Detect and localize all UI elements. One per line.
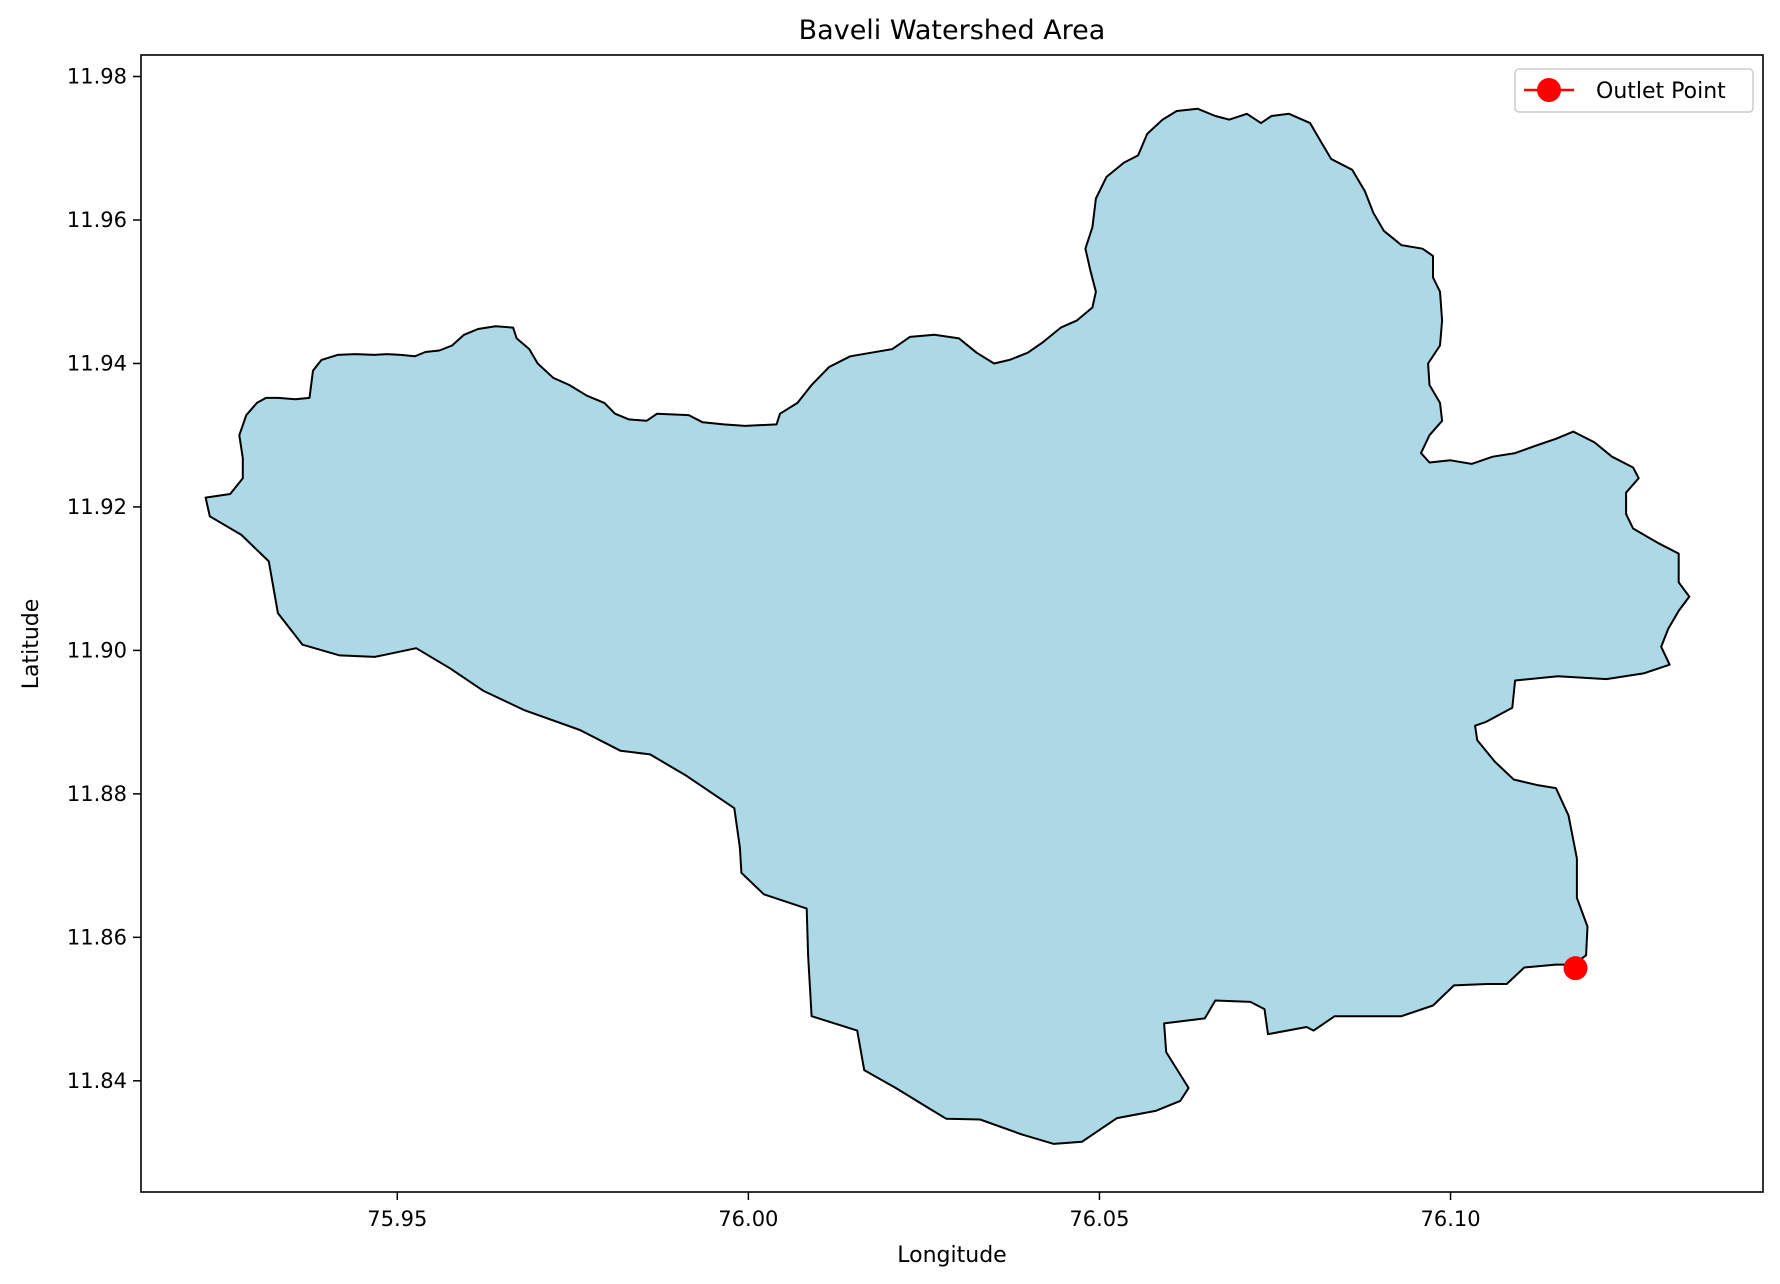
y-tick-label: 11.94	[67, 351, 127, 375]
watershed-layer	[204, 107, 1691, 1145]
y-tick-label: 11.98	[67, 65, 127, 89]
x-axis-label: Longitude	[897, 1243, 1006, 1268]
x-tick-label: 75.95	[367, 1207, 427, 1231]
x-axis-ticks: 75.95 76.00 76.05 76.10	[367, 1192, 1481, 1231]
legend: Outlet Point	[1514, 68, 1754, 113]
x-tick-label: 76.05	[1069, 1207, 1129, 1231]
legend-label-outlet-point: Outlet Point	[1596, 79, 1726, 104]
x-tick-label: 76.00	[718, 1207, 778, 1231]
y-tick-label: 11.92	[67, 495, 127, 519]
y-tick-label: 11.88	[67, 782, 127, 806]
y-tick-label: 11.90	[67, 638, 127, 662]
x-tick-label: 76.10	[1420, 1207, 1480, 1231]
outlet-point-marker	[1563, 956, 1588, 981]
y-tick-label: 11.86	[67, 925, 127, 949]
y-axis-label: Latitude	[19, 599, 44, 690]
legend-box	[1514, 68, 1754, 113]
axes-frame	[140, 54, 1764, 1193]
y-tick-label: 11.96	[67, 208, 127, 232]
watershed-polygon	[204, 107, 1691, 1145]
y-axis-ticks: 11.84 11.86 11.88 11.90 11.92 11.94 11.96 11.98	[67, 65, 141, 1093]
y-tick-label: 11.84	[67, 1069, 127, 1093]
legend-marker-circle-icon	[1537, 78, 1561, 102]
chart-title: Baveli Watershed Area	[799, 15, 1106, 46]
